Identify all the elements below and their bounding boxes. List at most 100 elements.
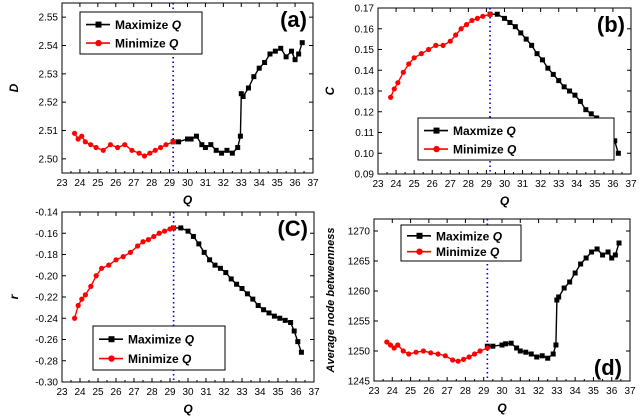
panel-label: (d) — [594, 355, 622, 380]
data-point-circle — [413, 349, 419, 355]
data-point-circle — [384, 339, 390, 345]
x-tick-label: 32 — [218, 387, 230, 398]
data-point-circle — [487, 11, 493, 17]
data-point-square — [600, 252, 606, 258]
data-point-circle — [466, 354, 472, 360]
data-point-square — [240, 94, 246, 99]
data-point-square — [272, 48, 278, 54]
y-tick-label: -0.20 — [35, 271, 58, 282]
data-point-square — [207, 257, 213, 263]
data-point-circle — [135, 243, 141, 249]
data-point-circle — [406, 61, 412, 67]
data-point-circle — [122, 142, 128, 148]
data-point-square — [616, 240, 622, 246]
data-point-square — [295, 339, 301, 345]
legend-box — [92, 325, 226, 371]
data-point-square — [534, 51, 540, 57]
data-point-square — [567, 88, 573, 94]
x-tick-label: 36 — [290, 178, 302, 189]
y-tick-label: 1270 — [348, 227, 371, 238]
data-point-circle — [93, 144, 99, 151]
data-point-square — [502, 15, 507, 21]
legend-label-var: Q — [172, 18, 182, 32]
data-point-square — [554, 297, 560, 303]
panel-label: (a) — [280, 7, 307, 32]
data-point-circle — [141, 153, 148, 159]
legend-label: Maximize Q — [436, 229, 503, 243]
data-point-square — [567, 279, 573, 285]
legend-label: Minimize Q — [128, 352, 192, 366]
chart-panel: 23 24 25 26 27 28 29 30 31 32 33 34 35 36 37 0.09 0.10 0.… — [323, 4, 637, 209]
data-point-square — [291, 328, 297, 334]
data-point-square — [561, 84, 567, 90]
data-point-square — [185, 228, 191, 234]
x-tick-label: 27 — [445, 179, 457, 190]
x-tick-label: 29 — [481, 179, 493, 190]
chart-panel: 23 24 25 26 27 28 29 30 31 32 33 34 35 36 37 -0.30 -0.28… — [7, 208, 320, 417]
data-point-square — [545, 65, 551, 71]
data-point-circle — [477, 348, 483, 354]
x-tick-label: 30 — [499, 179, 511, 190]
x-tick-label: 29 — [164, 178, 176, 189]
x-tick-label: 26 — [427, 179, 439, 190]
series-line — [173, 42, 303, 155]
data-point-square — [577, 98, 583, 104]
data-point-circle — [440, 42, 446, 48]
y-tick-label: 0.15 — [355, 45, 375, 56]
y-tick-label: -0.22 — [35, 293, 58, 304]
legend-label-text: Minimize — [436, 245, 490, 259]
legend-label-text: Maximize — [436, 229, 493, 243]
y-tick-label: 1260 — [348, 287, 371, 298]
legend-label-text: Maximize — [128, 333, 185, 347]
x-tick-label: 35 — [272, 178, 284, 189]
x-tick-label: 25 — [92, 178, 104, 189]
data-point-square — [550, 71, 556, 77]
data-point-circle — [453, 32, 459, 38]
data-point-square — [282, 317, 288, 323]
legend-marker-circle — [95, 39, 102, 47]
data-point-circle — [147, 150, 153, 156]
y-axis-title: C — [323, 86, 337, 95]
data-point-square — [271, 313, 277, 319]
y-tick-label: 2.54 — [39, 41, 59, 52]
data-point-square — [288, 320, 294, 325]
data-point-square — [178, 225, 184, 231]
data-point-circle — [387, 342, 394, 348]
data-point-circle — [420, 348, 426, 354]
data-point-square — [556, 294, 562, 300]
data-point-circle — [391, 345, 397, 351]
data-point-circle — [99, 265, 105, 271]
data-point-circle — [463, 22, 470, 28]
data-point-square — [512, 24, 518, 30]
y-tick-label: -0.16 — [35, 229, 58, 240]
y-tick-label: 0.17 — [355, 4, 375, 15]
data-point-circle — [406, 351, 412, 357]
data-point-circle — [471, 351, 478, 357]
x-tick-label: 33 — [553, 179, 565, 190]
x-tick-label: 35 — [588, 386, 600, 397]
data-point-circle — [79, 133, 85, 139]
legend-label-var: Q — [493, 229, 503, 243]
x-tick-label: 30 — [182, 387, 194, 398]
data-point-square — [213, 147, 219, 153]
chart-panel: 23 24 25 26 27 28 29 30 31 32 33 34 35 36 37 1245 1250 12… — [325, 218, 636, 415]
x-axis-title: Q — [183, 402, 193, 416]
data-point-square — [583, 107, 589, 113]
data-point-square — [176, 139, 182, 145]
legend-label-var: Q — [169, 37, 179, 51]
y-tick-label: 0.10 — [355, 149, 375, 160]
data-point-circle — [151, 233, 157, 240]
x-tick-label: 26 — [423, 386, 435, 397]
data-point-square — [507, 20, 513, 26]
data-point-square — [251, 74, 257, 80]
data-point-square — [517, 348, 523, 354]
data-point-circle — [433, 42, 439, 48]
y-tick-label: 2.55 — [39, 13, 59, 24]
x-tick-label: 28 — [460, 386, 472, 397]
data-point-circle — [388, 94, 394, 100]
legend-label: Minimize Q — [115, 37, 179, 51]
data-point-circle — [158, 144, 164, 151]
data-point-square — [229, 150, 235, 156]
data-point-square — [212, 262, 218, 268]
data-point-square — [299, 40, 305, 46]
